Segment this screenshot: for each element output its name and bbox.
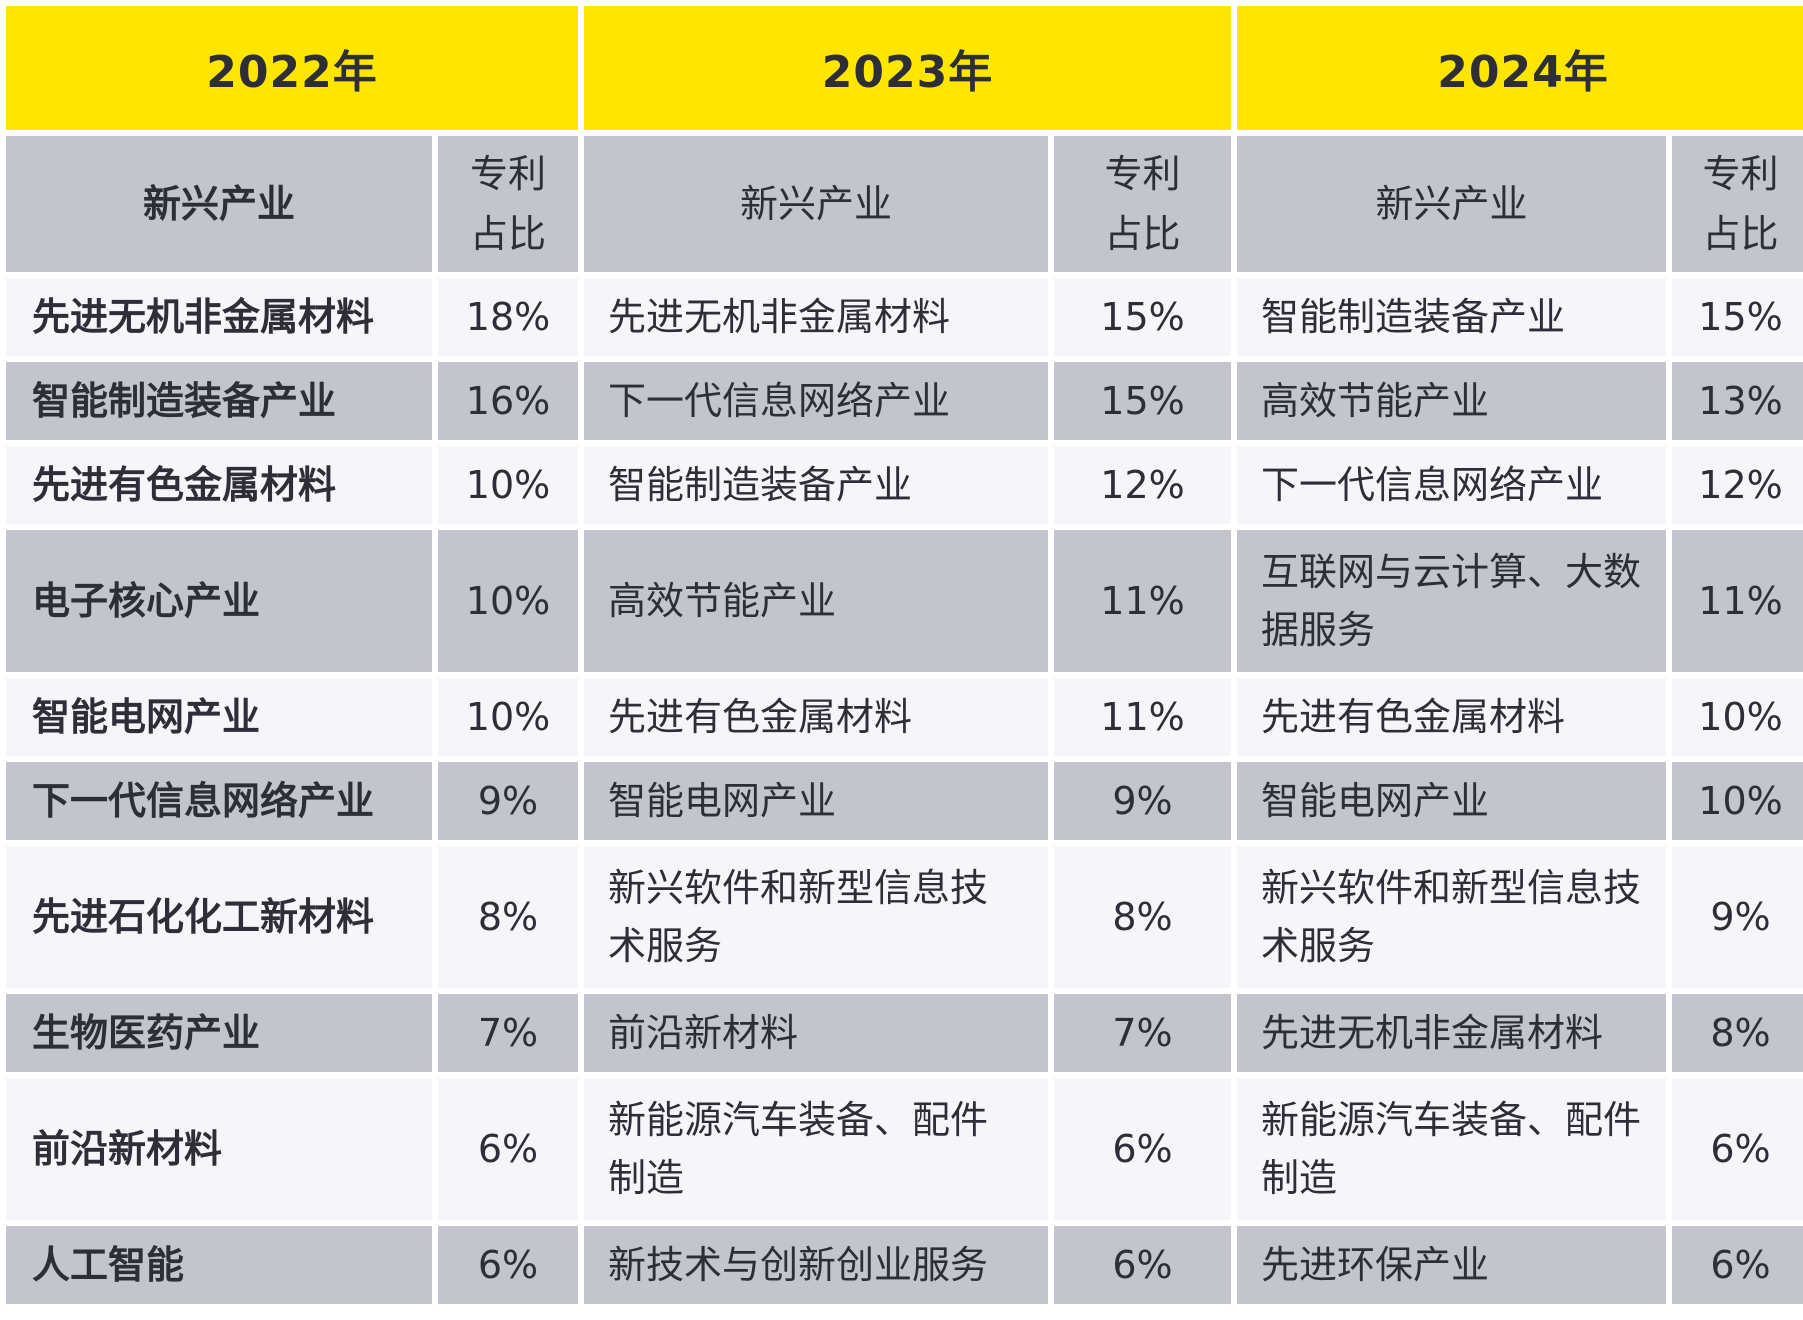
share-2024-cell: 15% (1672, 278, 1803, 356)
industry-2023-cell: 先进有色金属材料 (584, 678, 1048, 756)
share-2024-cell: 8% (1672, 994, 1803, 1072)
industry-2023-cell: 下一代信息网络产业 (584, 362, 1048, 440)
table-row: 先进有色金属材料 10% 智能制造装备产业 12% 下一代信息网络产业 12% (6, 446, 1803, 524)
industry-2022-cell: 智能制造装备产业 (6, 362, 432, 440)
share-2024-cell: 11% (1672, 530, 1803, 672)
industry-2024-cell: 智能制造装备产业 (1237, 278, 1666, 356)
share-2023-cell: 12% (1054, 446, 1231, 524)
share-2023-cell: 6% (1054, 1078, 1231, 1220)
share-2024-cell: 10% (1672, 678, 1803, 756)
share-2022-cell: 8% (438, 846, 578, 988)
share-2024-cell: 9% (1672, 846, 1803, 988)
share-header-line1: 专利 (1702, 152, 1779, 196)
industry-2024-cell: 先进环保产业 (1237, 1226, 1666, 1304)
table-row: 生物医药产业 7% 前沿新材料 7% 先进无机非金属材料 8% (6, 994, 1803, 1072)
industry-2022-cell: 前沿新材料 (6, 1078, 432, 1220)
table-row: 下一代信息网络产业 9% 智能电网产业 9% 智能电网产业 10% (6, 762, 1803, 840)
industry-2022-cell: 智能电网产业 (6, 678, 432, 756)
share-2024-cell: 13% (1672, 362, 1803, 440)
share-2022-cell: 6% (438, 1226, 578, 1304)
industry-2024-cell: 高效节能产业 (1237, 362, 1666, 440)
share-header-2024: 专利 占比 (1672, 136, 1803, 272)
share-2022-cell: 6% (438, 1078, 578, 1220)
table-row: 智能电网产业 10% 先进有色金属材料 11% 先进有色金属材料 10% (6, 678, 1803, 756)
industry-header-2022: 新兴产业 (6, 136, 432, 272)
industry-2024-cell: 智能电网产业 (1237, 762, 1666, 840)
share-2022-cell: 10% (438, 530, 578, 672)
table-row: 人工智能 6% 新技术与创新创业服务 6% 先进环保产业 6% (6, 1226, 1803, 1304)
industry-2022-cell: 电子核心产业 (6, 530, 432, 672)
share-2023-cell: 15% (1054, 362, 1231, 440)
share-header-line2: 占比 (469, 212, 546, 256)
industry-2023-cell: 新能源汽车装备、配件制造 (584, 1078, 1048, 1220)
year-header-2024: 2024年 (1237, 6, 1803, 130)
industry-2023-cell: 先进无机非金属材料 (584, 278, 1048, 356)
year-header-row: 2022年 2023年 2024年 (6, 6, 1803, 130)
table-row: 前沿新材料 6% 新能源汽车装备、配件制造 6% 新能源汽车装备、配件制造 6% (6, 1078, 1803, 1220)
share-2022-cell: 18% (438, 278, 578, 356)
table-body: 先进无机非金属材料 18% 先进无机非金属材料 15% 智能制造装备产业 15% 智能制造装… (6, 278, 1803, 1304)
table-row: 智能制造装备产业 16% 下一代信息网络产业 15% 高效节能产业 13% (6, 362, 1803, 440)
share-2022-cell: 16% (438, 362, 578, 440)
table-row: 电子核心产业 10% 高效节能产业 11% 互联网与云计算、大数据服务 11% (6, 530, 1803, 672)
industry-2023-cell: 前沿新材料 (584, 994, 1048, 1072)
share-2022-cell: 7% (438, 994, 578, 1072)
industry-2022-cell: 下一代信息网络产业 (6, 762, 432, 840)
share-2023-cell: 7% (1054, 994, 1231, 1072)
industry-2023-cell: 新技术与创新创业服务 (584, 1226, 1048, 1304)
share-header-line2: 占比 (1104, 212, 1181, 256)
share-2023-cell: 11% (1054, 678, 1231, 756)
share-2022-cell: 10% (438, 446, 578, 524)
industry-2024-cell: 下一代信息网络产业 (1237, 446, 1666, 524)
share-2023-cell: 11% (1054, 530, 1231, 672)
share-2024-cell: 12% (1672, 446, 1803, 524)
industry-2022-cell: 先进石化化工新材料 (6, 846, 432, 988)
share-header-line1: 专利 (469, 152, 546, 196)
share-2024-cell: 10% (1672, 762, 1803, 840)
industry-2023-cell: 新兴软件和新型信息技术服务 (584, 846, 1048, 988)
industry-2024-cell: 先进无机非金属材料 (1237, 994, 1666, 1072)
industry-2023-cell: 高效节能产业 (584, 530, 1048, 672)
year-header-2022: 2022年 (6, 6, 578, 130)
share-2023-cell: 8% (1054, 846, 1231, 988)
year-header-2023: 2023年 (584, 6, 1231, 130)
industry-2024-cell: 互联网与云计算、大数据服务 (1237, 530, 1666, 672)
industry-2022-cell: 先进无机非金属材料 (6, 278, 432, 356)
industry-2023-cell: 智能制造装备产业 (584, 446, 1048, 524)
industry-header-2023: 新兴产业 (584, 136, 1048, 272)
table-row: 先进石化化工新材料 8% 新兴软件和新型信息技术服务 8% 新兴软件和新型信息技术服务 9… (6, 846, 1803, 988)
share-2024-cell: 6% (1672, 1078, 1803, 1220)
share-2023-cell: 6% (1054, 1226, 1231, 1304)
column-header-row: 新兴产业 专利 占比 新兴产业 专利 占比 新兴产业 专利 占比 (6, 136, 1803, 272)
share-2023-cell: 9% (1054, 762, 1231, 840)
share-2022-cell: 9% (438, 762, 578, 840)
industry-2022-cell: 先进有色金属材料 (6, 446, 432, 524)
industry-2022-cell: 生物医药产业 (6, 994, 432, 1072)
table-row: 先进无机非金属材料 18% 先进无机非金属材料 15% 智能制造装备产业 15% (6, 278, 1803, 356)
share-2022-cell: 10% (438, 678, 578, 756)
share-header-2023: 专利 占比 (1054, 136, 1231, 272)
industry-2024-cell: 先进有色金属材料 (1237, 678, 1666, 756)
industry-2024-cell: 新兴软件和新型信息技术服务 (1237, 846, 1666, 988)
industry-2024-cell: 新能源汽车装备、配件制造 (1237, 1078, 1666, 1220)
share-header-2022: 专利 占比 (438, 136, 578, 272)
share-header-line2: 占比 (1702, 212, 1779, 256)
share-header-line1: 专利 (1104, 152, 1181, 196)
share-2023-cell: 15% (1054, 278, 1231, 356)
industry-header-2024: 新兴产业 (1237, 136, 1666, 272)
industry-2023-cell: 智能电网产业 (584, 762, 1048, 840)
share-2024-cell: 6% (1672, 1226, 1803, 1304)
industry-2022-cell: 人工智能 (6, 1226, 432, 1304)
